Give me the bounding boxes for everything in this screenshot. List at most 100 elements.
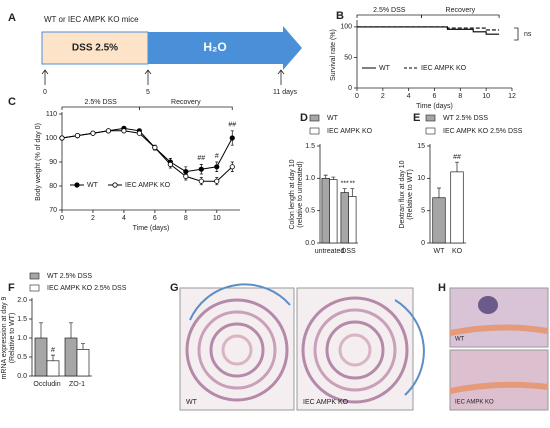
x-tick-label: 2	[381, 93, 385, 100]
y-tick-label: 1.5	[305, 143, 315, 150]
legend-swatch	[309, 114, 320, 122]
y-axis-label: Dextran flux at day 10	[399, 160, 406, 228]
error-bar	[39, 322, 43, 338]
muscle-layer	[450, 324, 548, 394]
significance: ##	[453, 154, 461, 161]
panel-label: C	[8, 96, 16, 108]
y-axis-label: Colon length at day 10	[289, 159, 296, 229]
x-axis-label: Time (days)	[416, 103, 453, 110]
period-label: Recovery	[446, 7, 476, 14]
legend-label: WT	[327, 115, 339, 122]
y-tick-label: 100	[340, 24, 352, 31]
x-tick-label: 0	[60, 215, 64, 222]
period-label: Recovery	[171, 99, 201, 106]
x-tick-label: 8	[458, 93, 462, 100]
period-bracket	[356, 14, 422, 18]
marker	[59, 135, 65, 141]
y-axis-label: Survival rate (%)	[330, 29, 337, 81]
image-label: IEC AMPK KO	[455, 400, 494, 406]
x-tick-label: ZO-1	[69, 381, 85, 388]
panel-label: A	[8, 12, 16, 24]
x-tick-label: 4	[122, 215, 126, 222]
histology-image	[449, 349, 549, 411]
legend-swatch	[425, 127, 436, 135]
bar	[340, 192, 349, 244]
marker	[229, 164, 235, 170]
period-bracket	[61, 106, 140, 110]
marker	[229, 135, 235, 141]
bar	[432, 197, 446, 244]
legend-label: WT 2.5% DSS	[47, 273, 92, 280]
significance: ##	[228, 122, 236, 129]
marker	[167, 161, 173, 167]
y-axis-label: (Relative to WT)	[9, 313, 16, 364]
y-tick-label: 0	[348, 85, 352, 92]
error-bar	[51, 354, 55, 361]
lymphoid-follicle	[478, 296, 498, 314]
significance: #	[215, 153, 219, 160]
error-bar	[69, 322, 73, 338]
bar	[64, 337, 78, 377]
significance: ***	[341, 181, 349, 188]
series-line	[61, 130, 233, 182]
y-tick-label: 70	[49, 207, 57, 214]
period-label: 2.5% DSS	[85, 99, 118, 106]
marker	[105, 128, 112, 134]
x-tick-label: 0	[355, 93, 359, 100]
period-bracket	[421, 14, 500, 18]
error-bar	[81, 343, 85, 350]
x-tick-label: KO	[452, 248, 463, 255]
image-label: IEC AMPK KO	[303, 399, 349, 406]
bar	[76, 349, 90, 377]
marker	[152, 145, 158, 151]
x-tick-label: 6	[433, 93, 437, 100]
period-label: 2.5% DSS	[373, 7, 406, 14]
y-tick-label: 0	[421, 240, 425, 247]
legend-swatch	[425, 114, 436, 122]
error-bar	[455, 161, 459, 172]
panel-label: E	[413, 112, 420, 124]
x-tick-label: 12	[508, 93, 516, 100]
legend-swatch	[29, 284, 40, 292]
error-bar	[342, 188, 347, 193]
y-tick-label: 50	[344, 54, 352, 61]
histology-image	[449, 287, 549, 348]
marker	[183, 173, 189, 179]
y-tick-label: 110	[46, 111, 57, 118]
y-tick-label: 0.0	[305, 240, 315, 247]
timeline-title: WT or IEC AMPK KO mice	[44, 15, 139, 24]
significance: #	[51, 347, 55, 354]
marker	[136, 130, 142, 136]
marker	[121, 128, 127, 134]
histology-image	[179, 287, 295, 411]
y-tick-label: 0.5	[17, 354, 27, 361]
marker	[90, 130, 96, 136]
y-tick-label: 2.0	[17, 297, 27, 304]
image-label: WT	[186, 399, 198, 406]
error-bar	[350, 188, 355, 197]
annotation: ns	[524, 31, 532, 38]
marker	[214, 164, 220, 170]
marker	[74, 133, 81, 139]
x-tick-label: 10	[482, 93, 490, 100]
y-tick-label: 0.5	[305, 208, 315, 215]
legend-label: IEC AMPK KO 2.5% DSS	[443, 128, 523, 135]
bar	[348, 196, 357, 244]
error-bar	[437, 187, 441, 198]
legend-marker	[74, 182, 80, 188]
legend-label: WT	[87, 182, 99, 189]
dss-phase	[41, 31, 149, 65]
ns-bracket	[514, 27, 519, 41]
y-axis-label: (relative to untreated)	[297, 161, 304, 228]
x-tick-label: 8	[184, 215, 188, 222]
x-axis-label: Time (days)	[133, 225, 170, 232]
y-tick-label: 1.0	[17, 335, 27, 342]
panel-label: B	[336, 10, 344, 22]
marker	[198, 178, 204, 184]
significance: **	[350, 181, 356, 188]
legend-label: IEC AMPK KO 2.5% DSS	[47, 285, 127, 292]
significance: ##	[197, 155, 205, 162]
bar	[34, 337, 48, 377]
timeline-tick: 0	[43, 89, 47, 96]
